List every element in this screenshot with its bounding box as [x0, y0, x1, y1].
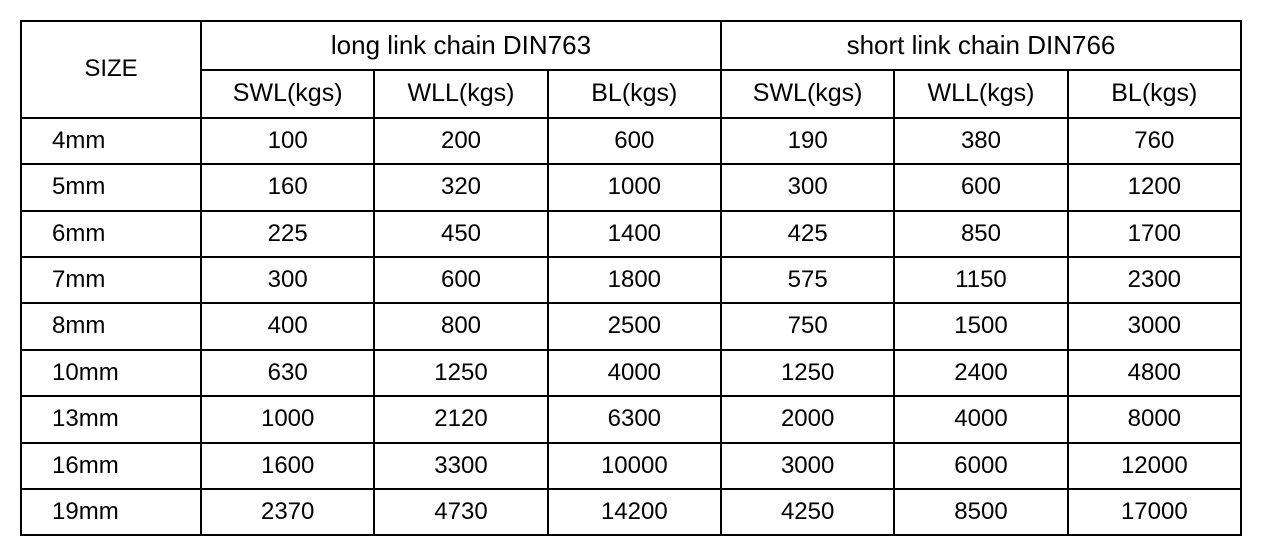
- data-cell: 1400: [548, 211, 721, 257]
- data-cell: 100: [201, 118, 374, 164]
- data-cell: 1800: [548, 257, 721, 303]
- data-cell: 600: [374, 257, 547, 303]
- subcol-swl-long: SWL(kgs): [201, 70, 374, 118]
- data-cell: 2120: [374, 396, 547, 442]
- data-cell: 6300: [548, 396, 721, 442]
- data-cell: 190: [721, 118, 894, 164]
- group-header-long-link: long link chain DIN763: [201, 21, 721, 70]
- subcol-wll-short: WLL(kgs): [894, 70, 1067, 118]
- data-cell: 4000: [548, 350, 721, 396]
- subcol-bl-short: BL(kgs): [1068, 70, 1241, 118]
- data-cell: 320: [374, 164, 547, 210]
- table-row: 5mm16032010003006001200: [21, 164, 1241, 210]
- data-cell: 2300: [1068, 257, 1241, 303]
- data-cell: 160: [201, 164, 374, 210]
- data-cell: 8000: [1068, 396, 1241, 442]
- data-cell: 1600: [201, 443, 374, 489]
- data-cell: 1200: [1068, 164, 1241, 210]
- data-cell: 14200: [548, 489, 721, 535]
- data-cell: 800: [374, 303, 547, 349]
- data-cell: 1500: [894, 303, 1067, 349]
- table-row: 6mm22545014004258501700: [21, 211, 1241, 257]
- data-cell: 1000: [548, 164, 721, 210]
- table-row: 19mm23704730142004250850017000: [21, 489, 1241, 535]
- chain-spec-table: SIZE long link chain DIN763 short link c…: [20, 20, 1242, 536]
- data-cell: 4800: [1068, 350, 1241, 396]
- table-row: 8mm400800250075015003000: [21, 303, 1241, 349]
- data-cell: 425: [721, 211, 894, 257]
- group-header-short-link: short link chain DIN766: [721, 21, 1241, 70]
- size-cell: 7mm: [21, 257, 201, 303]
- subcol-bl-long: BL(kgs): [548, 70, 721, 118]
- table-row: 10mm63012504000125024004800: [21, 350, 1241, 396]
- table-row: 4mm100200600190380760: [21, 118, 1241, 164]
- table-row: 13mm100021206300200040008000: [21, 396, 1241, 442]
- data-cell: 1150: [894, 257, 1067, 303]
- data-cell: 2500: [548, 303, 721, 349]
- data-cell: 1700: [1068, 211, 1241, 257]
- size-header: SIZE: [21, 21, 201, 118]
- data-cell: 225: [201, 211, 374, 257]
- table-row: 16mm16003300100003000600012000: [21, 443, 1241, 489]
- data-cell: 2400: [894, 350, 1067, 396]
- data-cell: 4250: [721, 489, 894, 535]
- data-cell: 760: [1068, 118, 1241, 164]
- data-cell: 600: [548, 118, 721, 164]
- data-cell: 2370: [201, 489, 374, 535]
- data-cell: 3300: [374, 443, 547, 489]
- data-cell: 600: [894, 164, 1067, 210]
- data-cell: 450: [374, 211, 547, 257]
- subcol-wll-long: WLL(kgs): [374, 70, 547, 118]
- data-cell: 380: [894, 118, 1067, 164]
- data-cell: 1250: [374, 350, 547, 396]
- data-cell: 575: [721, 257, 894, 303]
- data-cell: 4000: [894, 396, 1067, 442]
- table-row: 7mm300600180057511502300: [21, 257, 1241, 303]
- data-cell: 4730: [374, 489, 547, 535]
- table-body: 4mm1002006001903807605mm1603201000300600…: [21, 118, 1241, 536]
- data-cell: 2000: [721, 396, 894, 442]
- data-cell: 12000: [1068, 443, 1241, 489]
- data-cell: 300: [201, 257, 374, 303]
- size-cell: 4mm: [21, 118, 201, 164]
- data-cell: 300: [721, 164, 894, 210]
- data-cell: 750: [721, 303, 894, 349]
- data-cell: 200: [374, 118, 547, 164]
- size-cell: 5mm: [21, 164, 201, 210]
- size-cell: 16mm: [21, 443, 201, 489]
- data-cell: 3000: [721, 443, 894, 489]
- data-cell: 1250: [721, 350, 894, 396]
- data-cell: 400: [201, 303, 374, 349]
- size-cell: 6mm: [21, 211, 201, 257]
- subcol-swl-short: SWL(kgs): [721, 70, 894, 118]
- size-cell: 8mm: [21, 303, 201, 349]
- data-cell: 1000: [201, 396, 374, 442]
- data-cell: 10000: [548, 443, 721, 489]
- data-cell: 6000: [894, 443, 1067, 489]
- data-cell: 3000: [1068, 303, 1241, 349]
- table-header: SIZE long link chain DIN763 short link c…: [21, 21, 1241, 118]
- data-cell: 17000: [1068, 489, 1241, 535]
- data-cell: 8500: [894, 489, 1067, 535]
- size-cell: 13mm: [21, 396, 201, 442]
- size-cell: 19mm: [21, 489, 201, 535]
- data-cell: 630: [201, 350, 374, 396]
- size-cell: 10mm: [21, 350, 201, 396]
- data-cell: 850: [894, 211, 1067, 257]
